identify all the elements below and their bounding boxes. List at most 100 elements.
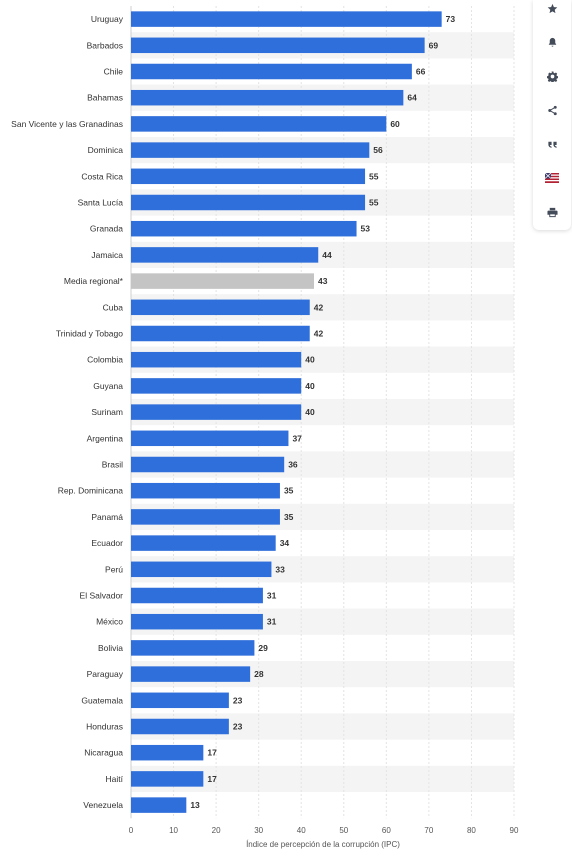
quote-icon [547,141,557,148]
category-label: Dominica [88,145,124,155]
category-label: Venezuela [83,800,123,810]
bar[interactable] [131,168,366,185]
data-label: 34 [280,538,290,548]
bar[interactable] [131,561,272,578]
data-label: 66 [416,67,426,77]
data-label: 17 [207,774,217,784]
data-label: 35 [284,512,294,522]
x-tick-label: 30 [254,826,263,835]
category-label: Costa Rica [81,171,123,181]
category-label: Paraguay [87,669,124,679]
bar[interactable] [131,299,310,316]
data-label: 23 [233,722,243,732]
bar[interactable] [131,430,289,447]
category-label: Perú [105,564,123,574]
bar[interactable] [131,613,263,630]
bar[interactable] [131,194,366,211]
data-label: 13 [190,800,200,810]
x-axis-title: Índice de percepción de la corrupción (I… [246,840,400,849]
notification-button[interactable] [533,25,571,59]
category-label: Haití [106,774,124,784]
bar[interactable] [131,718,229,735]
data-label: 53 [361,224,371,234]
data-label: 40 [305,407,315,417]
settings-button[interactable] [533,59,571,93]
bar[interactable] [131,378,302,394]
share-icon [547,105,557,115]
category-label: San Vicente y las Granadinas [11,119,123,129]
bar[interactable] [131,797,187,813]
x-tick-label: 90 [510,826,519,835]
bar[interactable] [131,771,204,787]
data-label: 28 [254,669,264,679]
star-icon [547,3,557,13]
data-label: 36 [288,460,298,470]
language-button[interactable] [533,161,571,195]
bar[interactable] [131,692,229,709]
category-label: Jamaica [91,250,123,260]
bar[interactable] [131,220,357,237]
category-label: Brasil [102,460,123,470]
bell-icon [548,37,556,47]
flag-icon [545,173,559,183]
bar[interactable] [131,744,204,761]
bar[interactable] [131,11,442,27]
category-label: Trinidad y Tobago [56,329,123,339]
bar[interactable] [131,587,263,604]
category-label: Cuba [103,302,124,312]
favorite-button[interactable] [533,0,571,25]
category-label: Bolivia [98,643,123,653]
gear-icon [546,70,558,82]
bar[interactable] [131,351,302,368]
bar[interactable] [131,535,276,551]
bar[interactable] [131,37,425,54]
bar-regional-average[interactable] [131,273,314,289]
bar[interactable] [131,116,387,132]
data-label: 17 [207,748,217,758]
data-label: 37 [292,433,302,443]
category-label: Uruguay [91,14,124,24]
x-tick-label: 80 [467,826,476,835]
cite-button[interactable] [533,127,571,161]
x-tick-label: 10 [169,826,178,835]
x-tick-label: 60 [382,826,391,835]
bar[interactable] [131,89,404,106]
x-tick-label: 20 [212,826,221,835]
data-label: 40 [305,355,315,365]
bar[interactable] [131,640,255,656]
bar[interactable] [131,456,285,473]
category-label: Ecuador [91,538,123,548]
category-label: Surinam [91,407,123,417]
share-button[interactable] [533,93,571,127]
category-label: Granada [90,224,123,234]
data-label: 29 [258,643,268,653]
data-label: 42 [314,302,324,312]
data-label: 55 [369,198,379,208]
category-label: Guatemala [81,695,123,705]
category-label: El Salvador [80,591,124,601]
bar[interactable] [131,247,319,263]
data-label: 56 [373,145,383,155]
data-label: 40 [305,381,315,391]
data-label: 64 [407,93,417,103]
bar[interactable] [131,509,280,525]
bar[interactable] [131,325,310,342]
bar[interactable] [131,63,412,80]
print-button[interactable] [533,195,571,229]
category-label: Rep. Dominicana [58,486,123,496]
x-tick-label: 40 [297,826,306,835]
x-tick-label: 70 [424,826,433,835]
category-label: Santa Lucía [78,198,124,208]
x-tick-label: 50 [339,826,348,835]
bar[interactable] [131,142,370,158]
chart-toolbar [533,0,571,230]
data-label: 73 [446,14,456,24]
category-label: Media regional* [64,276,124,286]
category-label: Chile [104,67,124,77]
category-label: Colombia [87,355,123,365]
bar[interactable] [131,404,302,420]
bar[interactable] [131,666,251,682]
bar[interactable] [131,482,280,499]
category-label: México [96,617,123,627]
printer-icon [546,207,558,217]
